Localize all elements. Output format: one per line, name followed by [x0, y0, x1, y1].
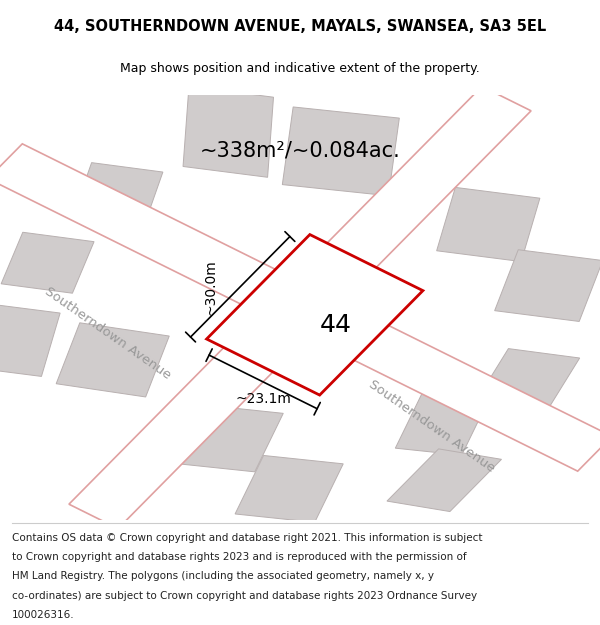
Text: co-ordinates) are subject to Crown copyright and database rights 2023 Ordnance S: co-ordinates) are subject to Crown copyr… — [12, 591, 477, 601]
Polygon shape — [283, 107, 400, 196]
Polygon shape — [206, 234, 423, 395]
Polygon shape — [387, 449, 502, 511]
Text: 44, SOUTHERNDOWN AVENUE, MAYALS, SWANSEA, SA3 5EL: 44, SOUTHERNDOWN AVENUE, MAYALS, SWANSEA… — [54, 19, 546, 34]
Polygon shape — [183, 86, 274, 178]
Polygon shape — [395, 389, 490, 455]
Polygon shape — [69, 86, 531, 529]
Polygon shape — [1, 232, 94, 293]
Text: 100026316.: 100026316. — [12, 610, 74, 620]
Text: Map shows position and indicative extent of the property.: Map shows position and indicative extent… — [120, 62, 480, 75]
Polygon shape — [0, 144, 600, 471]
Text: ~30.0m: ~30.0m — [203, 259, 217, 314]
Polygon shape — [494, 250, 600, 321]
Text: ~23.1m: ~23.1m — [235, 392, 291, 406]
Polygon shape — [235, 456, 343, 522]
Text: Southerndown Avenue: Southerndown Avenue — [43, 284, 173, 381]
Polygon shape — [437, 188, 540, 262]
Text: to Crown copyright and database rights 2023 and is reproduced with the permissio: to Crown copyright and database rights 2… — [12, 552, 467, 562]
Text: Contains OS data © Crown copyright and database right 2021. This information is : Contains OS data © Crown copyright and d… — [12, 532, 482, 542]
Polygon shape — [175, 405, 283, 472]
Polygon shape — [56, 322, 169, 397]
Text: 44: 44 — [320, 312, 352, 336]
Text: Southerndown Avenue: Southerndown Avenue — [367, 378, 497, 475]
Polygon shape — [472, 349, 580, 418]
Polygon shape — [71, 162, 163, 229]
Polygon shape — [0, 302, 60, 376]
Text: HM Land Registry. The polygons (including the associated geometry, namely x, y: HM Land Registry. The polygons (includin… — [12, 571, 434, 581]
Text: ~338m²/~0.084ac.: ~338m²/~0.084ac. — [200, 140, 400, 160]
